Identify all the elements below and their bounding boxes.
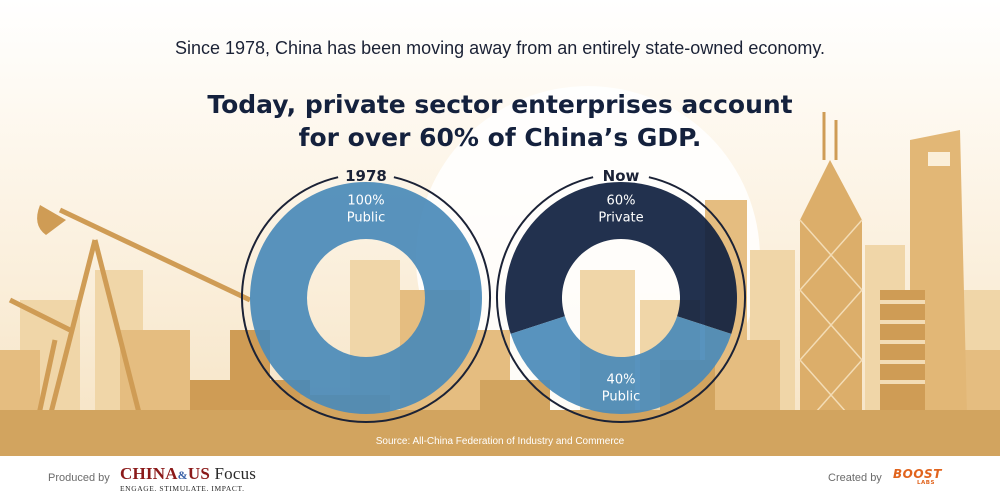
slice-private	[505, 182, 738, 334]
headline: Today, private sector enterprises accoun…	[0, 88, 1000, 154]
source-note: Source: All-China Federation of Industry…	[375, 436, 625, 447]
china-us-focus-logo[interactable]: CHINA&US Focus ENGAGE. STIMULATE. IMPACT…	[120, 464, 256, 493]
donut-title: Now	[603, 167, 640, 185]
slice-public	[250, 182, 482, 414]
headline-line-1: Today, private sector enterprises accoun…	[207, 90, 793, 119]
slice-name-label: Public	[602, 390, 640, 405]
footer: Produced by CHINA&US Focus ENGAGE. STIMU…	[0, 456, 1000, 500]
boost-labs-logo[interactable]: BOOST LABS	[893, 467, 942, 486]
logo-word-china: CHINA	[120, 464, 178, 483]
donut-charts: 1978 100% Public Now 60% Private 40% Public	[241, 167, 746, 423]
slice-value-label: 100%	[347, 194, 384, 209]
derrick-head	[37, 205, 66, 235]
intro-text: Since 1978, China has been moving away f…	[174, 38, 826, 58]
logo-tagline: ENGAGE. STIMULATE. IMPACT.	[120, 484, 245, 493]
logo-wordmark: CHINA&US Focus	[120, 464, 256, 484]
slice-value-label: 40%	[607, 373, 636, 388]
slice-name-label: Private	[598, 211, 643, 226]
donut-title: 1978	[345, 167, 387, 185]
infographic-poster: Since 1978, China has been moving away f…	[0, 0, 1000, 456]
donut-outer-ring	[496, 176, 746, 423]
logo-word-us: US	[187, 464, 211, 483]
slice-public	[510, 316, 732, 415]
boost-wordmark: BOOST	[893, 467, 942, 481]
headline-line-2: for over 60% of China’s GDP.	[298, 123, 702, 152]
logo-ampersand: &	[177, 468, 188, 482]
donut-outer-ring	[241, 176, 491, 423]
slice-value-label: 60%	[607, 194, 636, 209]
produced-by-label: Produced by	[48, 472, 110, 484]
logo-word-focus: Focus	[214, 464, 257, 483]
created-by-label: Created by	[828, 472, 882, 484]
labs-wordmark: LABS	[917, 480, 935, 486]
donut-chart-1978: 1978 100% Public	[241, 167, 491, 423]
slice-name-label: Public	[347, 211, 385, 226]
donut-chart-now: Now 60% Private 40% Public	[496, 167, 746, 423]
